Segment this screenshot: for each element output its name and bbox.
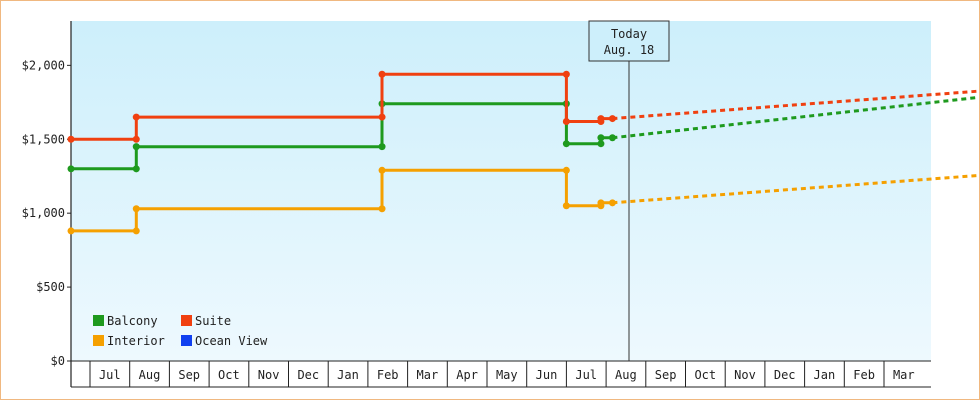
data-point: [562, 70, 570, 78]
legend-label: Balcony: [107, 314, 158, 328]
data-point: [562, 166, 570, 174]
x-tick-label: Nov: [734, 368, 756, 382]
today-marker: Today Aug. 18: [588, 20, 670, 361]
legend-swatch: [181, 315, 192, 326]
data-point: [378, 70, 386, 78]
x-tick-label: Dec: [297, 368, 319, 382]
legend-swatch: [93, 335, 104, 346]
y-tick-label: $1,500: [22, 132, 65, 146]
plot-area: [71, 21, 931, 361]
x-tick-label: Sep: [178, 368, 200, 382]
x-tick-label: Nov: [258, 368, 280, 382]
x-tick-label: Aug: [615, 368, 637, 382]
forecast-line-balcony: [612, 95, 980, 140]
x-tick-label: Jun: [536, 368, 558, 382]
data-point: [132, 227, 140, 235]
x-tick-label: Jul: [575, 368, 597, 382]
x-tick-label: Dec: [774, 368, 796, 382]
y-tick-label: $1,000: [22, 206, 65, 220]
data-point: [378, 166, 386, 174]
y-tick-label: $500: [36, 280, 65, 294]
x-tick-label: Mar: [893, 368, 915, 382]
x-tick-label: Aug: [139, 368, 161, 382]
y-tick-label: $2,000: [22, 58, 65, 72]
x-tick-label: Jan: [337, 368, 359, 382]
legend-swatch: [93, 315, 104, 326]
data-point: [597, 199, 605, 207]
x-tick-label: Oct: [694, 368, 716, 382]
legend: Balcony Suite Interior Ocean View: [93, 314, 268, 348]
data-point: [132, 143, 140, 151]
data-point: [378, 205, 386, 213]
data-point: [67, 135, 75, 143]
data-point: [562, 140, 570, 148]
x-axis: Jul Aug Sep Oct Nov Dec Jan Feb Mar Apr May Jun Jul A…: [71, 360, 931, 388]
data-point: [597, 140, 605, 148]
data-point: [132, 135, 140, 143]
data-point: [597, 134, 605, 142]
x-tick-label: Mar: [417, 368, 439, 382]
data-point: [67, 165, 75, 173]
data-point: [597, 115, 605, 123]
data-point: [378, 113, 386, 121]
legend-label: Ocean View: [195, 334, 268, 348]
data-point: [132, 113, 140, 121]
today-label: Aug. 18: [604, 43, 655, 57]
x-tick-label: Apr: [456, 368, 478, 382]
x-tick-label: Jul: [99, 368, 121, 382]
y-tick-label: $0: [51, 354, 65, 368]
x-tick-label: Feb: [377, 368, 399, 382]
x-tick-label: Jan: [814, 368, 836, 382]
series-layer: [67, 70, 980, 235]
data-point: [378, 143, 386, 151]
y-axis: $0 $500 $1,000 $1,500 $2,000: [22, 21, 72, 387]
data-point: [562, 202, 570, 210]
data-point: [67, 227, 75, 235]
x-tick-label: Oct: [218, 368, 240, 382]
x-tick-label: May: [496, 368, 518, 382]
x-tick-label: Sep: [655, 368, 677, 382]
legend-swatch: [181, 335, 192, 346]
today-label: Today: [611, 27, 647, 41]
x-tick-label: Feb: [853, 368, 875, 382]
forecast-line-suite: [612, 89, 980, 121]
data-point: [132, 165, 140, 173]
legend-label: Suite: [195, 314, 231, 328]
data-point: [132, 205, 140, 213]
forecast-line-interior: [612, 173, 980, 205]
today-box: [588, 20, 670, 62]
data-point: [562, 118, 570, 126]
legend-label: Interior: [107, 334, 165, 348]
